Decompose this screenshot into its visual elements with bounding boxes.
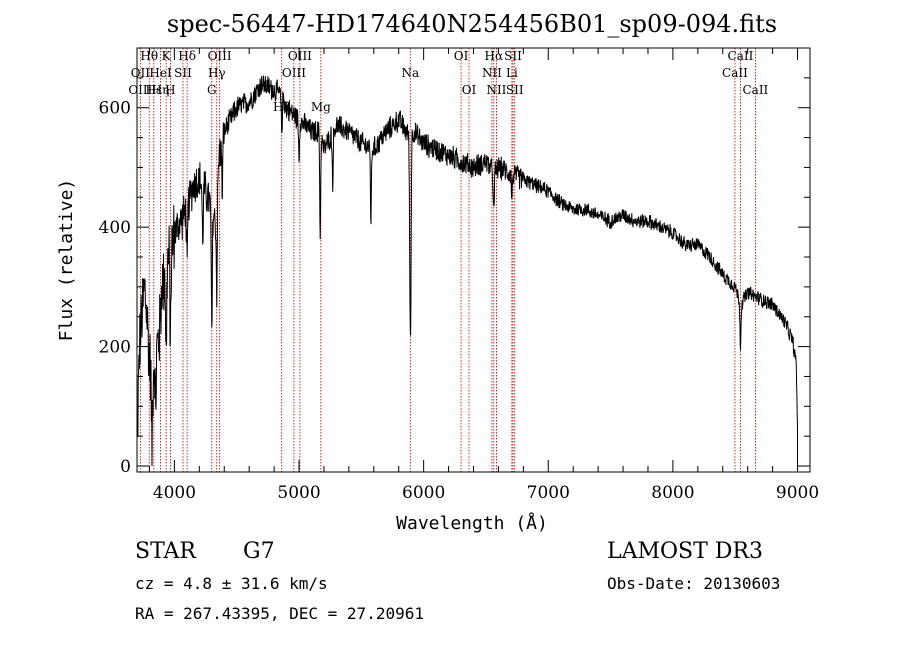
x-axis-label: Wavelength (Å) [396,512,548,534]
spectrum-line [136,75,798,467]
object-class: STAR [135,539,197,564]
survey-name: LAMOST DR3 [607,539,763,564]
reference-line-label: Hα [485,49,504,63]
reference-line-label: Hδ [178,49,196,63]
reference-line-label: Hθ [140,49,158,63]
redshift-readout: cz = 4.8 ± 31.6 km/s [135,574,328,593]
reference-line-label: OII [131,66,151,80]
reference-line-label: SII [504,49,522,63]
reference-line-label: Hη [152,83,170,97]
coordinates-readout: RA = 267.43395, DEC = 27.20961 [135,604,424,623]
reference-line-label: NII [482,66,502,80]
x-tick-label: 4000 [153,483,196,503]
reference-line-label: NII [486,83,506,97]
y-axis-label: Flux (relative) [56,179,77,342]
x-axis-ticks: 4000 5000 6000 7000 8000 9000 [148,48,819,503]
reference-line-label: CaII [742,83,768,97]
reference-line-label: CaII [728,49,754,63]
reference-line-label: OI [462,83,477,97]
reference-line-label: OIII [128,83,152,97]
reference-line-label: Mg [311,100,331,114]
observation-date: Obs-Date: 20130603 [607,574,780,593]
x-tick-label: 5000 [277,483,320,503]
y-tick-label: 400 [99,218,131,238]
reference-line-label: Hε [145,83,162,97]
reference-line-label: CaII [722,66,748,80]
chart-title: spec-56447-HD174640N254456B01_sp09-094.f… [167,10,777,38]
reference-line-label: H [165,83,175,97]
reference-line-label: Na [401,66,419,80]
reference-line-label: SII [174,66,192,80]
reference-line-label: G [207,83,217,97]
reference-line-label: OI [454,49,469,63]
y-tick-label: 200 [99,338,131,358]
reference-line-label: Hγ [208,66,226,80]
x-tick-label: 6000 [402,483,445,503]
reference-line-label: SII [506,83,524,97]
reference-line-label: OIII [288,49,312,63]
reference-line-label: OIII [282,66,306,80]
x-tick-label: 9000 [776,483,819,503]
x-tick-label: 7000 [527,483,570,503]
y-tick-label: 0 [120,457,131,477]
reference-line-label: HeI [149,66,172,80]
x-tick-label: 8000 [651,483,694,503]
reference-line-label: K [162,49,172,63]
object-subclass: G7 [243,539,275,564]
reference-line-label: Li [506,66,518,80]
y-axis-ticks: 0 200 400 600 [99,77,810,477]
y-tick-label: 600 [99,99,131,119]
reference-line-label: OIII [208,49,232,63]
